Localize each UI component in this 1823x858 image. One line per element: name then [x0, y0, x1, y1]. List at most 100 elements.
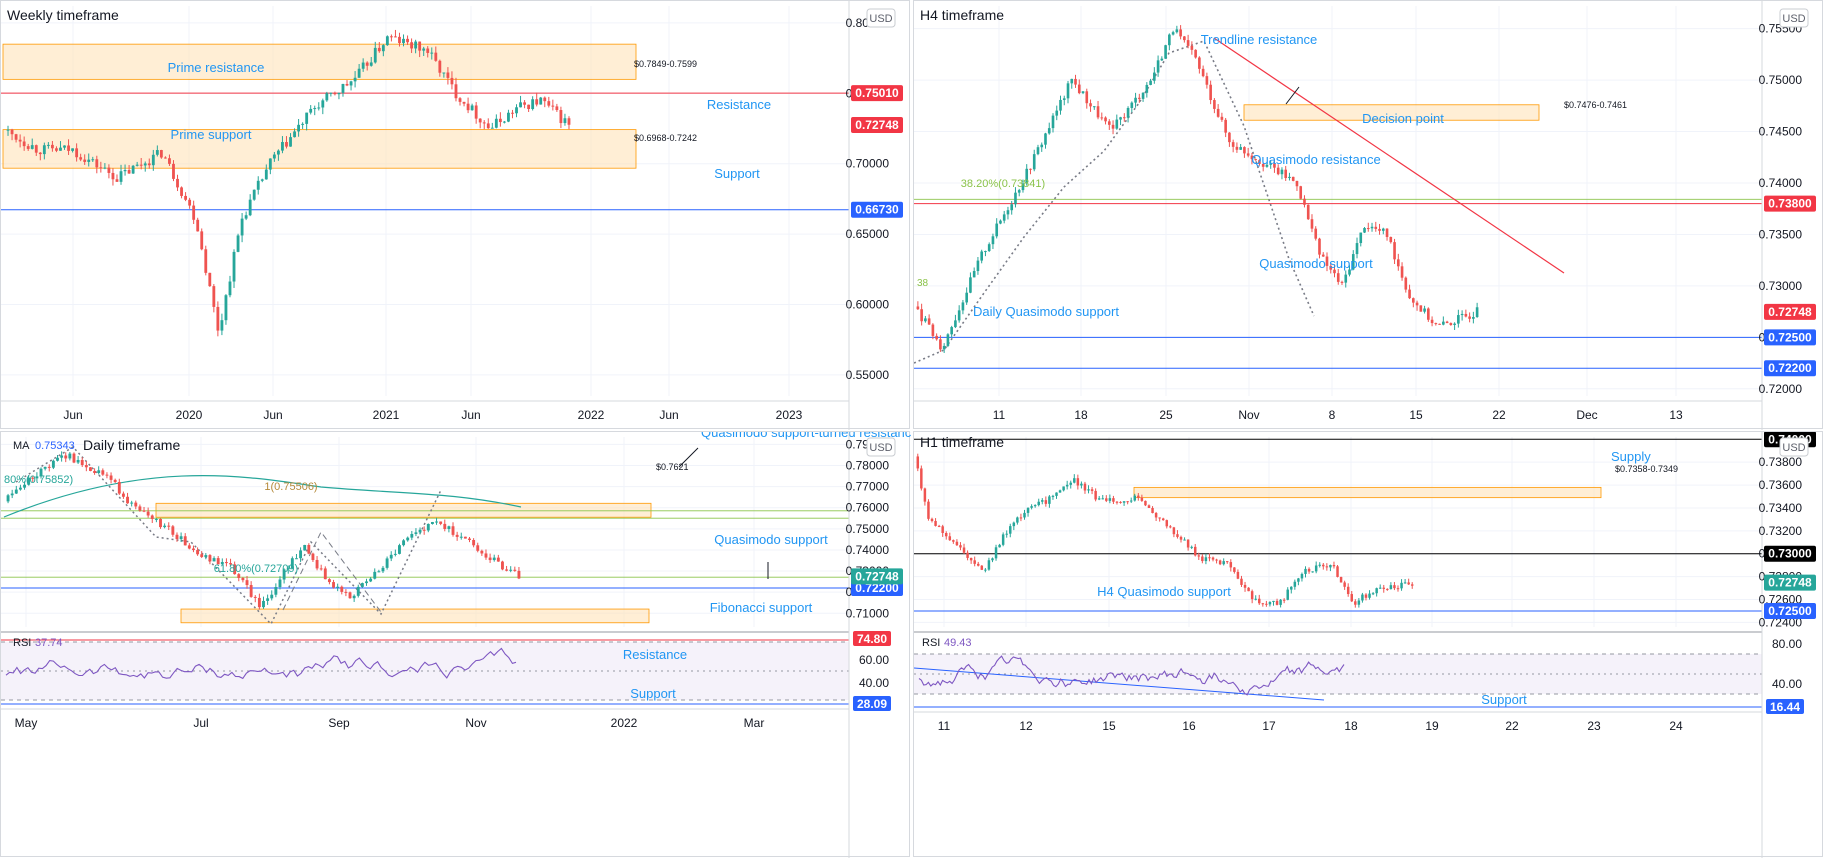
candle-body	[984, 569, 987, 571]
candle-body	[163, 525, 167, 528]
candle-body	[196, 550, 200, 555]
candle-body	[995, 223, 999, 237]
candle-body	[1351, 254, 1355, 270]
candle-body	[1021, 183, 1025, 191]
candle-body	[1154, 513, 1158, 518]
candle-body	[1279, 599, 1282, 605]
candle-body	[430, 522, 434, 524]
candle-body	[1434, 323, 1438, 325]
candle-body	[962, 547, 966, 553]
candle-body	[1286, 589, 1289, 600]
candle-body	[236, 235, 240, 252]
h1-chart-panel[interactable]: Supply $0.7358-0.7349 H4 Quasimodo support…	[913, 431, 1823, 858]
x-tick-label: Jun	[461, 408, 480, 422]
candle-body	[123, 170, 127, 172]
candle-body	[353, 77, 357, 82]
currency-badge[interactable]	[1779, 8, 1809, 28]
candle-body	[1094, 490, 1097, 500]
candle-body	[56, 457, 59, 461]
candle-body	[559, 110, 563, 124]
candle-body	[507, 112, 510, 122]
candle-body	[220, 562, 224, 565]
candle-body	[1111, 124, 1115, 129]
candle-body	[496, 557, 500, 562]
candle-body	[426, 523, 430, 531]
candle-body	[377, 571, 381, 573]
fib-label: 1(0.75506)	[264, 481, 317, 493]
candle-body	[515, 107, 518, 114]
candle-body	[1208, 557, 1211, 559]
candle-body	[1378, 587, 1382, 589]
x-tick-label: 22	[1492, 408, 1506, 422]
candle-body	[927, 501, 930, 519]
currency-badge[interactable]	[866, 437, 896, 457]
rsi-band	[1, 642, 849, 700]
level-annotation: Resistance	[707, 97, 771, 112]
candle-body	[523, 102, 527, 105]
candle-body	[1107, 121, 1111, 125]
zone-rect	[2, 43, 637, 80]
candle-body	[1403, 582, 1407, 584]
qm-annotation: Quasimodo support-turned resistance	[701, 432, 911, 440]
candle-body	[147, 163, 151, 166]
candle-body	[976, 260, 980, 272]
candle-body	[168, 158, 171, 164]
candle-body	[994, 547, 998, 559]
candle-body	[360, 583, 364, 587]
candle-body	[333, 92, 337, 95]
candle-body	[1183, 36, 1186, 41]
candle-body	[1077, 84, 1081, 94]
candle-body	[984, 251, 987, 253]
candle-body	[135, 164, 139, 166]
candle-body	[369, 578, 373, 582]
candle-body	[1081, 91, 1085, 94]
candle-body	[183, 536, 187, 546]
candle-body	[1051, 495, 1055, 497]
candle-body	[509, 569, 513, 571]
candle-body	[462, 101, 466, 104]
candle-body	[1164, 45, 1167, 59]
x-tick-label: 23	[1587, 719, 1601, 733]
candle-body	[1193, 546, 1197, 556]
candle-body	[1346, 586, 1350, 595]
rsi-trendline[interactable]	[914, 667, 1325, 701]
candle-body	[188, 199, 192, 206]
candle-body	[151, 154, 155, 166]
candle-body	[946, 334, 950, 346]
candle-body	[1361, 594, 1364, 601]
x-tick-label: 11	[993, 408, 1006, 422]
candle-body	[987, 244, 991, 252]
candle-body	[159, 150, 163, 158]
candle-body	[93, 470, 97, 473]
candle-body	[1233, 567, 1236, 572]
ma-value: 0.75343	[35, 440, 75, 452]
daily-chart-panel[interactable]: Quasimodo support-turned resistance $0.76…	[0, 431, 911, 858]
candle-body	[46, 144, 50, 146]
currency-badge[interactable]	[1779, 437, 1809, 457]
candle-body	[1318, 564, 1321, 566]
currency-badge[interactable]	[866, 8, 896, 28]
candle-body	[1460, 313, 1464, 316]
weekly-chart-panel[interactable]: Prime resistance Prime support $0.7849-0.7…	[0, 0, 910, 430]
candle-body	[447, 526, 451, 529]
trendline-resistance[interactable]	[1213, 37, 1565, 274]
candle-body	[1033, 505, 1037, 507]
candle-body	[138, 506, 142, 511]
candle-body	[1062, 98, 1066, 100]
rsi-tick-80: 80.00	[1772, 637, 1802, 651]
zone-rect	[1133, 486, 1602, 499]
price-tag-text: 0.72500	[1768, 604, 1812, 618]
candle-body	[1393, 585, 1396, 589]
rsi-value: 49.43	[944, 637, 972, 649]
candle-body	[511, 112, 514, 114]
candle-body	[126, 496, 129, 504]
h4-chart-panel[interactable]: Trendline resistance Decision point $0.747…	[913, 0, 1823, 430]
qm-pointer-arrow	[678, 447, 699, 468]
candle-body	[373, 571, 377, 579]
fib-label: 38.20%(0.73841)	[961, 178, 1045, 190]
candle-body	[295, 558, 298, 560]
candle-body	[1243, 147, 1246, 154]
candle-body	[454, 84, 458, 99]
candle-body	[233, 564, 237, 575]
candle-body	[1016, 517, 1019, 523]
